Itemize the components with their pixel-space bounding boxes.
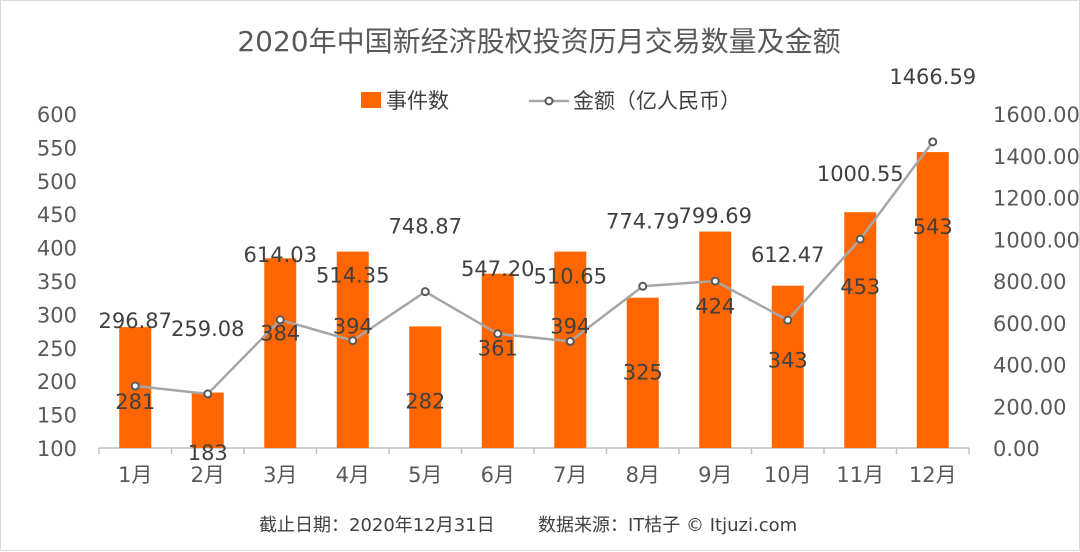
line-point bbox=[855, 234, 865, 244]
y-left-tick-label: 150 bbox=[37, 404, 77, 428]
y-left-tick-label: 300 bbox=[37, 303, 77, 327]
line-value-label: 259.08 bbox=[171, 317, 244, 341]
bar-value-label: 394 bbox=[550, 315, 590, 339]
line-point bbox=[783, 315, 793, 325]
line-value-label: 774.79 bbox=[606, 209, 679, 233]
bar bbox=[844, 212, 877, 448]
y-left-tick-label: 400 bbox=[37, 237, 77, 261]
x-tick-label: 4月 bbox=[336, 463, 370, 487]
bar bbox=[699, 231, 732, 448]
line-value-label: 799.69 bbox=[679, 204, 752, 228]
bar bbox=[409, 326, 442, 448]
x-tick-label: 7月 bbox=[553, 463, 587, 487]
line-value-label: 614.03 bbox=[244, 243, 317, 267]
bars bbox=[119, 152, 949, 449]
y-left-tick-label: 450 bbox=[37, 203, 77, 227]
footer-source: 数据来源：IT桔子 © Itjuzi.com bbox=[538, 515, 797, 536]
y-right-tick-label: 600.00 bbox=[993, 312, 1066, 336]
y-left-tick-label: 350 bbox=[37, 270, 77, 294]
line-point bbox=[275, 315, 285, 325]
bar-value-label: 183 bbox=[188, 441, 228, 465]
bar-value-label: 343 bbox=[768, 349, 808, 373]
x-tick-label: 1月 bbox=[118, 463, 152, 487]
bar bbox=[916, 152, 949, 449]
bar-value-label: 281 bbox=[115, 390, 155, 414]
legend-line-label: 金额（亿人民币） bbox=[573, 89, 741, 113]
x-tick-label: 6月 bbox=[481, 463, 515, 487]
x-tick-label: 3月 bbox=[263, 463, 297, 487]
legend-bar-label: 事件数 bbox=[386, 89, 449, 113]
y-left-tick-label: 200 bbox=[37, 370, 77, 394]
line-point bbox=[348, 336, 358, 346]
chart-title: 2020年中国新经济股权投资历月交易数量及金额 bbox=[237, 25, 840, 58]
line-value-label: 296.87 bbox=[99, 309, 172, 333]
legend-bar-swatch bbox=[361, 92, 381, 108]
y-left-tick-label: 500 bbox=[37, 170, 77, 194]
bar bbox=[626, 297, 659, 448]
x-tick-label: 9月 bbox=[698, 463, 732, 487]
x-tick-label: 8月 bbox=[626, 463, 660, 487]
bar bbox=[336, 251, 369, 448]
bar bbox=[554, 251, 587, 448]
bar-value-label: 361 bbox=[478, 337, 518, 361]
line-point bbox=[710, 276, 720, 286]
bar bbox=[771, 285, 804, 448]
x-tick-label: 12月 bbox=[909, 463, 957, 487]
line-value-label: 1466.59 bbox=[889, 65, 976, 89]
line-value-label: 547.20 bbox=[461, 257, 534, 281]
line-point bbox=[493, 329, 503, 339]
line-value-label: 510.65 bbox=[534, 264, 607, 288]
bar-value-label: 424 bbox=[695, 295, 735, 319]
line-value-label: 1000.55 bbox=[817, 162, 904, 186]
bar bbox=[191, 392, 224, 448]
line-point bbox=[130, 381, 140, 391]
bar-value-label: 384 bbox=[260, 321, 300, 345]
bar-value-label: 325 bbox=[623, 361, 663, 385]
data-labels: 281 183 384 394 282 361 394 325 424 343 453 543 296.… bbox=[99, 65, 977, 465]
x-tick-label: 2月 bbox=[191, 463, 225, 487]
y-right-tick-label: 1000.00 bbox=[993, 228, 1080, 252]
y-right-tick-label: 400.00 bbox=[993, 354, 1066, 378]
line-value-label: 612.47 bbox=[751, 243, 824, 267]
axes: 1月 2月 3月 4月 5月 6月 7月 8月 9月 10月 11月 12月 100 150 200 250 3… bbox=[37, 103, 1080, 487]
line-point bbox=[928, 137, 938, 147]
y-left-tick-label: 250 bbox=[37, 337, 77, 361]
y-right-tick-label: 1600.00 bbox=[993, 103, 1080, 127]
line-point bbox=[638, 281, 648, 291]
bar bbox=[264, 258, 297, 448]
line-point bbox=[565, 336, 575, 346]
y-left-tick-label: 600 bbox=[37, 103, 77, 127]
legend-line-marker bbox=[544, 96, 554, 106]
y-right-tick-label: 1200.00 bbox=[993, 187, 1080, 211]
y-right-tick-label: 200.00 bbox=[993, 395, 1066, 419]
line-point bbox=[203, 389, 213, 399]
line-value-label: 748.87 bbox=[389, 215, 462, 239]
bar-value-label: 543 bbox=[913, 215, 953, 239]
x-tick-label: 10月 bbox=[764, 463, 812, 487]
line-point bbox=[420, 287, 430, 297]
x-tick-label: 11月 bbox=[836, 463, 884, 487]
bar-value-label: 394 bbox=[333, 315, 373, 339]
bar-value-label: 282 bbox=[405, 389, 445, 413]
y-right-tick-label: 1400.00 bbox=[993, 145, 1080, 169]
legend: 事件数 金额（亿人民币） bbox=[361, 89, 741, 113]
amount-line bbox=[135, 141, 934, 396]
y-left-tick-label: 100 bbox=[37, 437, 77, 461]
x-tick-label: 5月 bbox=[408, 463, 442, 487]
footer-date: 截止日期：2020年12月31日 bbox=[259, 515, 495, 536]
bar bbox=[481, 273, 514, 448]
y-right-tick-label: 0.00 bbox=[993, 437, 1040, 461]
y-right-tick-label: 800.00 bbox=[993, 270, 1066, 294]
bar-value-label: 453 bbox=[840, 275, 880, 299]
line-value-label: 514.35 bbox=[316, 264, 389, 288]
y-left-tick-label: 550 bbox=[37, 136, 77, 160]
amount-line-series bbox=[130, 137, 938, 399]
